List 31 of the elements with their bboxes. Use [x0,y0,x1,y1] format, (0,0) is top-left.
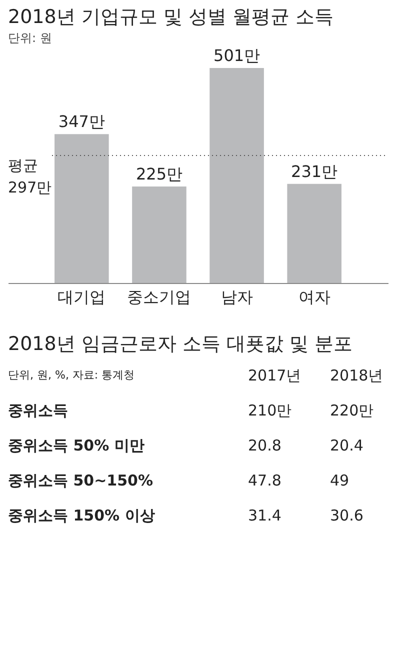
data-label: 501만 [214,46,260,65]
data-label: 231만 [291,162,338,181]
bar [54,134,109,283]
x-tick-label: 대기업 [58,288,106,306]
text: 220만 [330,402,374,420]
chart-title: 2018년 기업규모 및 성별 월평균 소득 [8,6,334,28]
text: 단위, 원, %, 자료: 통계청 [8,368,135,382]
text: 20.8 [248,436,282,454]
text: 2018년 [330,366,384,384]
bar [287,184,342,283]
text: 2018년 임금근로자 소득 대푯값 및 분포 [8,333,353,355]
x-tick-label: 남자 [220,288,253,306]
x-tick-label: 여자 [298,288,330,306]
data-label: 347만 [58,112,105,132]
data-label: 225만 [136,164,182,184]
ref-line-label: 평균 297만 [8,156,52,197]
text: 47.8 [248,472,282,490]
text: 210만 [248,402,292,420]
text: 2017년 [248,366,302,384]
text: 20.4 [330,436,364,454]
x-tick-label: 중소기업 [127,288,192,306]
chart-subtitle: 단위: 원 [8,31,52,45]
text: 30.6 [330,506,364,524]
text: 중위소득 50% 미만 [8,436,144,454]
text: 중위소득 50~150% [8,472,154,490]
text: 중위소득 [8,402,68,420]
text: 31.4 [248,506,282,524]
text: 중위소득 150% 이상 [8,506,155,524]
bar [132,186,186,283]
bar [210,68,264,283]
text: 49 [330,472,350,490]
